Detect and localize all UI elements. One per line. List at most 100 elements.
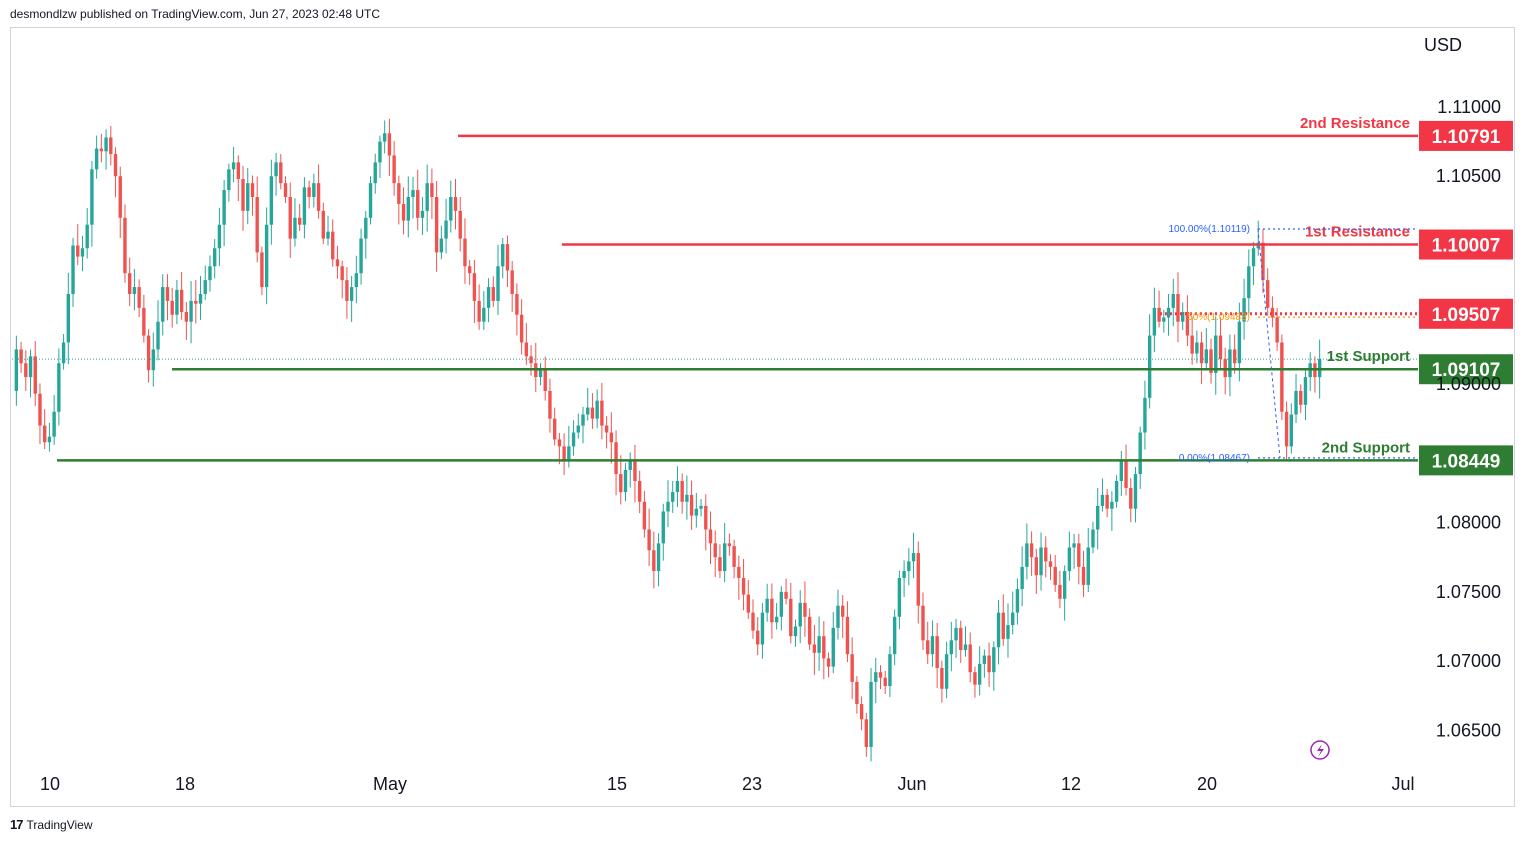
candle	[874, 657, 878, 704]
candle	[1100, 478, 1105, 512]
candle	[557, 432, 562, 465]
candle	[774, 603, 779, 630]
candle	[279, 154, 283, 190]
candle	[24, 350, 28, 392]
candle	[779, 586, 784, 631]
candle	[987, 642, 991, 687]
candle	[1015, 578, 1020, 625]
candle	[963, 626, 968, 657]
candle	[118, 166, 122, 239]
y-tick-label: 1.11000	[1437, 97, 1501, 117]
candle	[250, 175, 255, 216]
candle	[883, 670, 887, 694]
candle	[689, 480, 694, 530]
candle	[519, 299, 524, 355]
candle	[727, 533, 732, 556]
candle	[845, 601, 850, 663]
candle	[713, 530, 717, 578]
candle	[1091, 521, 1095, 554]
candle	[52, 395, 56, 445]
candle	[184, 301, 189, 340]
footer-brand[interactable]: 17 TradingView	[10, 817, 93, 832]
candle	[822, 621, 826, 680]
candle	[288, 182, 292, 258]
candle	[1280, 334, 1284, 421]
candle	[973, 666, 977, 698]
candle	[1247, 249, 1251, 314]
candle	[368, 176, 373, 225]
candle	[1275, 307, 1279, 351]
candle	[80, 235, 85, 272]
candle	[614, 430, 618, 496]
candle	[864, 712, 869, 757]
candle	[297, 204, 302, 232]
candle	[472, 259, 477, 323]
candle	[274, 153, 278, 196]
publisher-header: desmondlzw published on TradingView.com,…	[10, 7, 381, 21]
candle	[47, 422, 52, 452]
candle	[576, 413, 580, 439]
candle	[921, 592, 925, 651]
candle	[571, 420, 576, 456]
candle	[1232, 334, 1237, 374]
candle	[1025, 523, 1029, 580]
candle	[959, 620, 963, 664]
x-tick-label: 23	[742, 774, 762, 794]
price-axis: 1.11000 1.10500 1.09000 1.08000 1.07500 1.070…	[1436, 97, 1501, 740]
candle	[1029, 531, 1034, 576]
candle	[699, 498, 703, 517]
candle	[1289, 403, 1294, 454]
candle	[109, 126, 113, 166]
candle	[331, 219, 335, 267]
candle	[1020, 546, 1024, 607]
candle	[722, 523, 727, 583]
candle	[1181, 302, 1185, 331]
candle	[524, 323, 529, 365]
chart-frame	[10, 27, 1515, 807]
lightning-icon[interactable]	[1310, 740, 1330, 760]
candle	[992, 641, 996, 691]
candle	[652, 531, 656, 589]
candle	[581, 406, 585, 444]
candle	[694, 493, 699, 528]
candle	[552, 407, 557, 446]
candle	[704, 494, 708, 551]
candle	[1081, 550, 1086, 598]
candle	[458, 196, 462, 252]
candle	[1006, 603, 1010, 658]
candle	[1218, 317, 1223, 369]
tradingview-logo-icon: 17	[10, 817, 24, 832]
candle	[1011, 591, 1015, 635]
candle	[926, 621, 930, 664]
levels-layer: 2nd Resistance 1.10791 1st Resistance 1.100…	[12, 115, 1513, 476]
candle	[949, 621, 954, 672]
candle	[302, 177, 307, 239]
candle	[146, 329, 151, 383]
candle	[203, 265, 207, 300]
candle	[1162, 309, 1166, 333]
y-tick-label: 1.07000	[1436, 651, 1501, 671]
candle	[425, 164, 429, 232]
candle	[888, 646, 892, 698]
candle	[175, 279, 179, 325]
candle	[104, 129, 108, 170]
candle	[1242, 278, 1246, 340]
candle	[831, 612, 835, 674]
candles-layer	[14, 118, 1322, 762]
x-tick-label: Jun	[897, 774, 926, 794]
candle	[812, 624, 817, 675]
candle	[940, 660, 944, 703]
x-tick-label: 20	[1197, 774, 1217, 794]
candle	[807, 608, 812, 651]
candle	[1048, 554, 1053, 580]
candle	[1251, 242, 1256, 285]
candle	[1185, 295, 1190, 347]
candle	[789, 582, 793, 644]
level-price-badge: 1.10791	[1419, 120, 1513, 151]
currency-label: USD	[1424, 35, 1462, 55]
y-tick-label: 1.06500	[1436, 720, 1501, 740]
x-tick-label: 10	[40, 774, 60, 794]
candle	[90, 160, 94, 247]
candle	[637, 470, 642, 514]
